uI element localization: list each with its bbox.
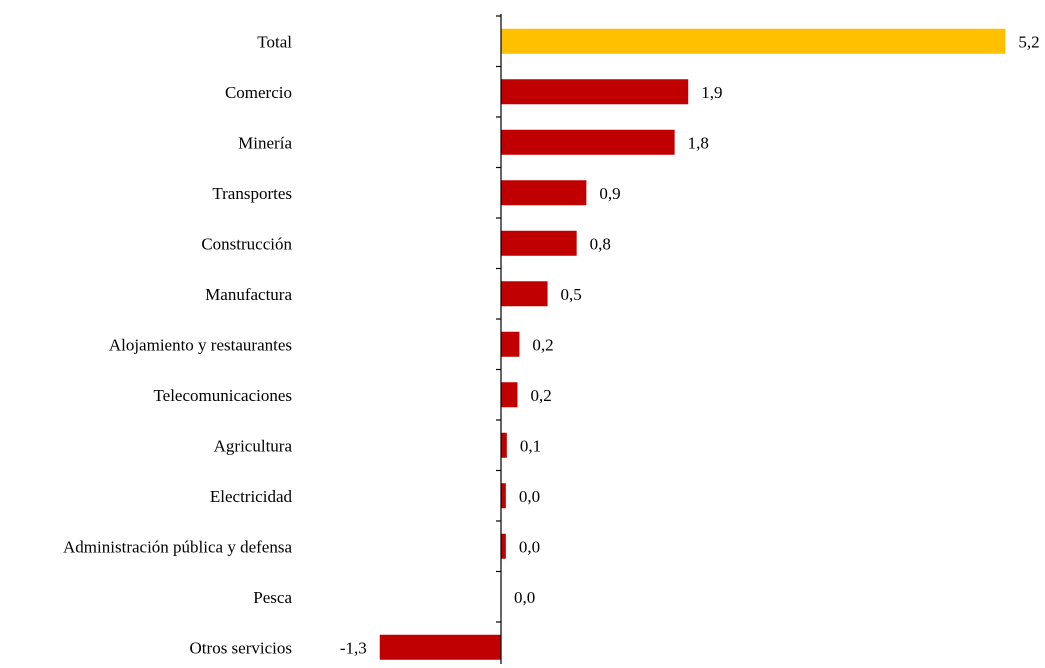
category-label: Total	[257, 32, 292, 51]
value-label: 0,0	[519, 537, 540, 556]
category-label: Telecomunicaciones	[153, 386, 292, 405]
value-label: -1,3	[340, 638, 367, 657]
bar-1	[501, 79, 689, 105]
value-label: 0,2	[532, 335, 553, 354]
bar-10	[501, 533, 506, 559]
bar-5	[501, 281, 548, 307]
value-label: 0,0	[519, 487, 540, 506]
value-label: 1,8	[688, 133, 709, 152]
category-label: Manufactura	[205, 285, 292, 304]
bar-0	[501, 28, 1006, 54]
category-label: Minería	[238, 133, 292, 152]
category-label: Comercio	[225, 83, 292, 102]
category-label: Construcción	[201, 234, 292, 253]
category-label: Otros servicios	[190, 638, 292, 657]
category-label: Transportes	[212, 184, 292, 203]
bar-7	[501, 382, 518, 408]
bar-9	[501, 483, 506, 509]
category-label: Pesca	[253, 588, 292, 607]
value-label: 1,9	[701, 83, 722, 102]
bar-12	[379, 634, 501, 660]
bar-3	[501, 180, 587, 206]
bar-6	[501, 331, 520, 357]
value-label: 0,8	[590, 234, 611, 253]
bar-8	[501, 432, 507, 458]
value-label: 5,2	[1018, 32, 1039, 51]
bars-group	[379, 28, 1006, 660]
category-label: Agricultura	[214, 436, 293, 455]
value-label: 0,2	[530, 386, 551, 405]
value-label: 0,1	[520, 436, 541, 455]
value-label: 0,9	[599, 184, 620, 203]
category-label: Electricidad	[210, 487, 293, 506]
value-label: 0,5	[561, 285, 582, 304]
axis-group	[496, 14, 502, 664]
category-label: Alojamiento y restaurantes	[109, 335, 292, 354]
value-labels-group: 5,2 1,9 1,8 0,9 0,8 0,5 0,2 0,2 0,1 0,0 0,0 0,0 -1,3	[340, 32, 1040, 657]
category-label: Administración pública y defensa	[63, 537, 292, 556]
category-labels-group: Total Comercio Minería Transportes Construcc…	[63, 32, 292, 657]
value-label: 0,0	[514, 588, 535, 607]
bar-4	[501, 230, 577, 256]
bar-2	[501, 129, 675, 155]
